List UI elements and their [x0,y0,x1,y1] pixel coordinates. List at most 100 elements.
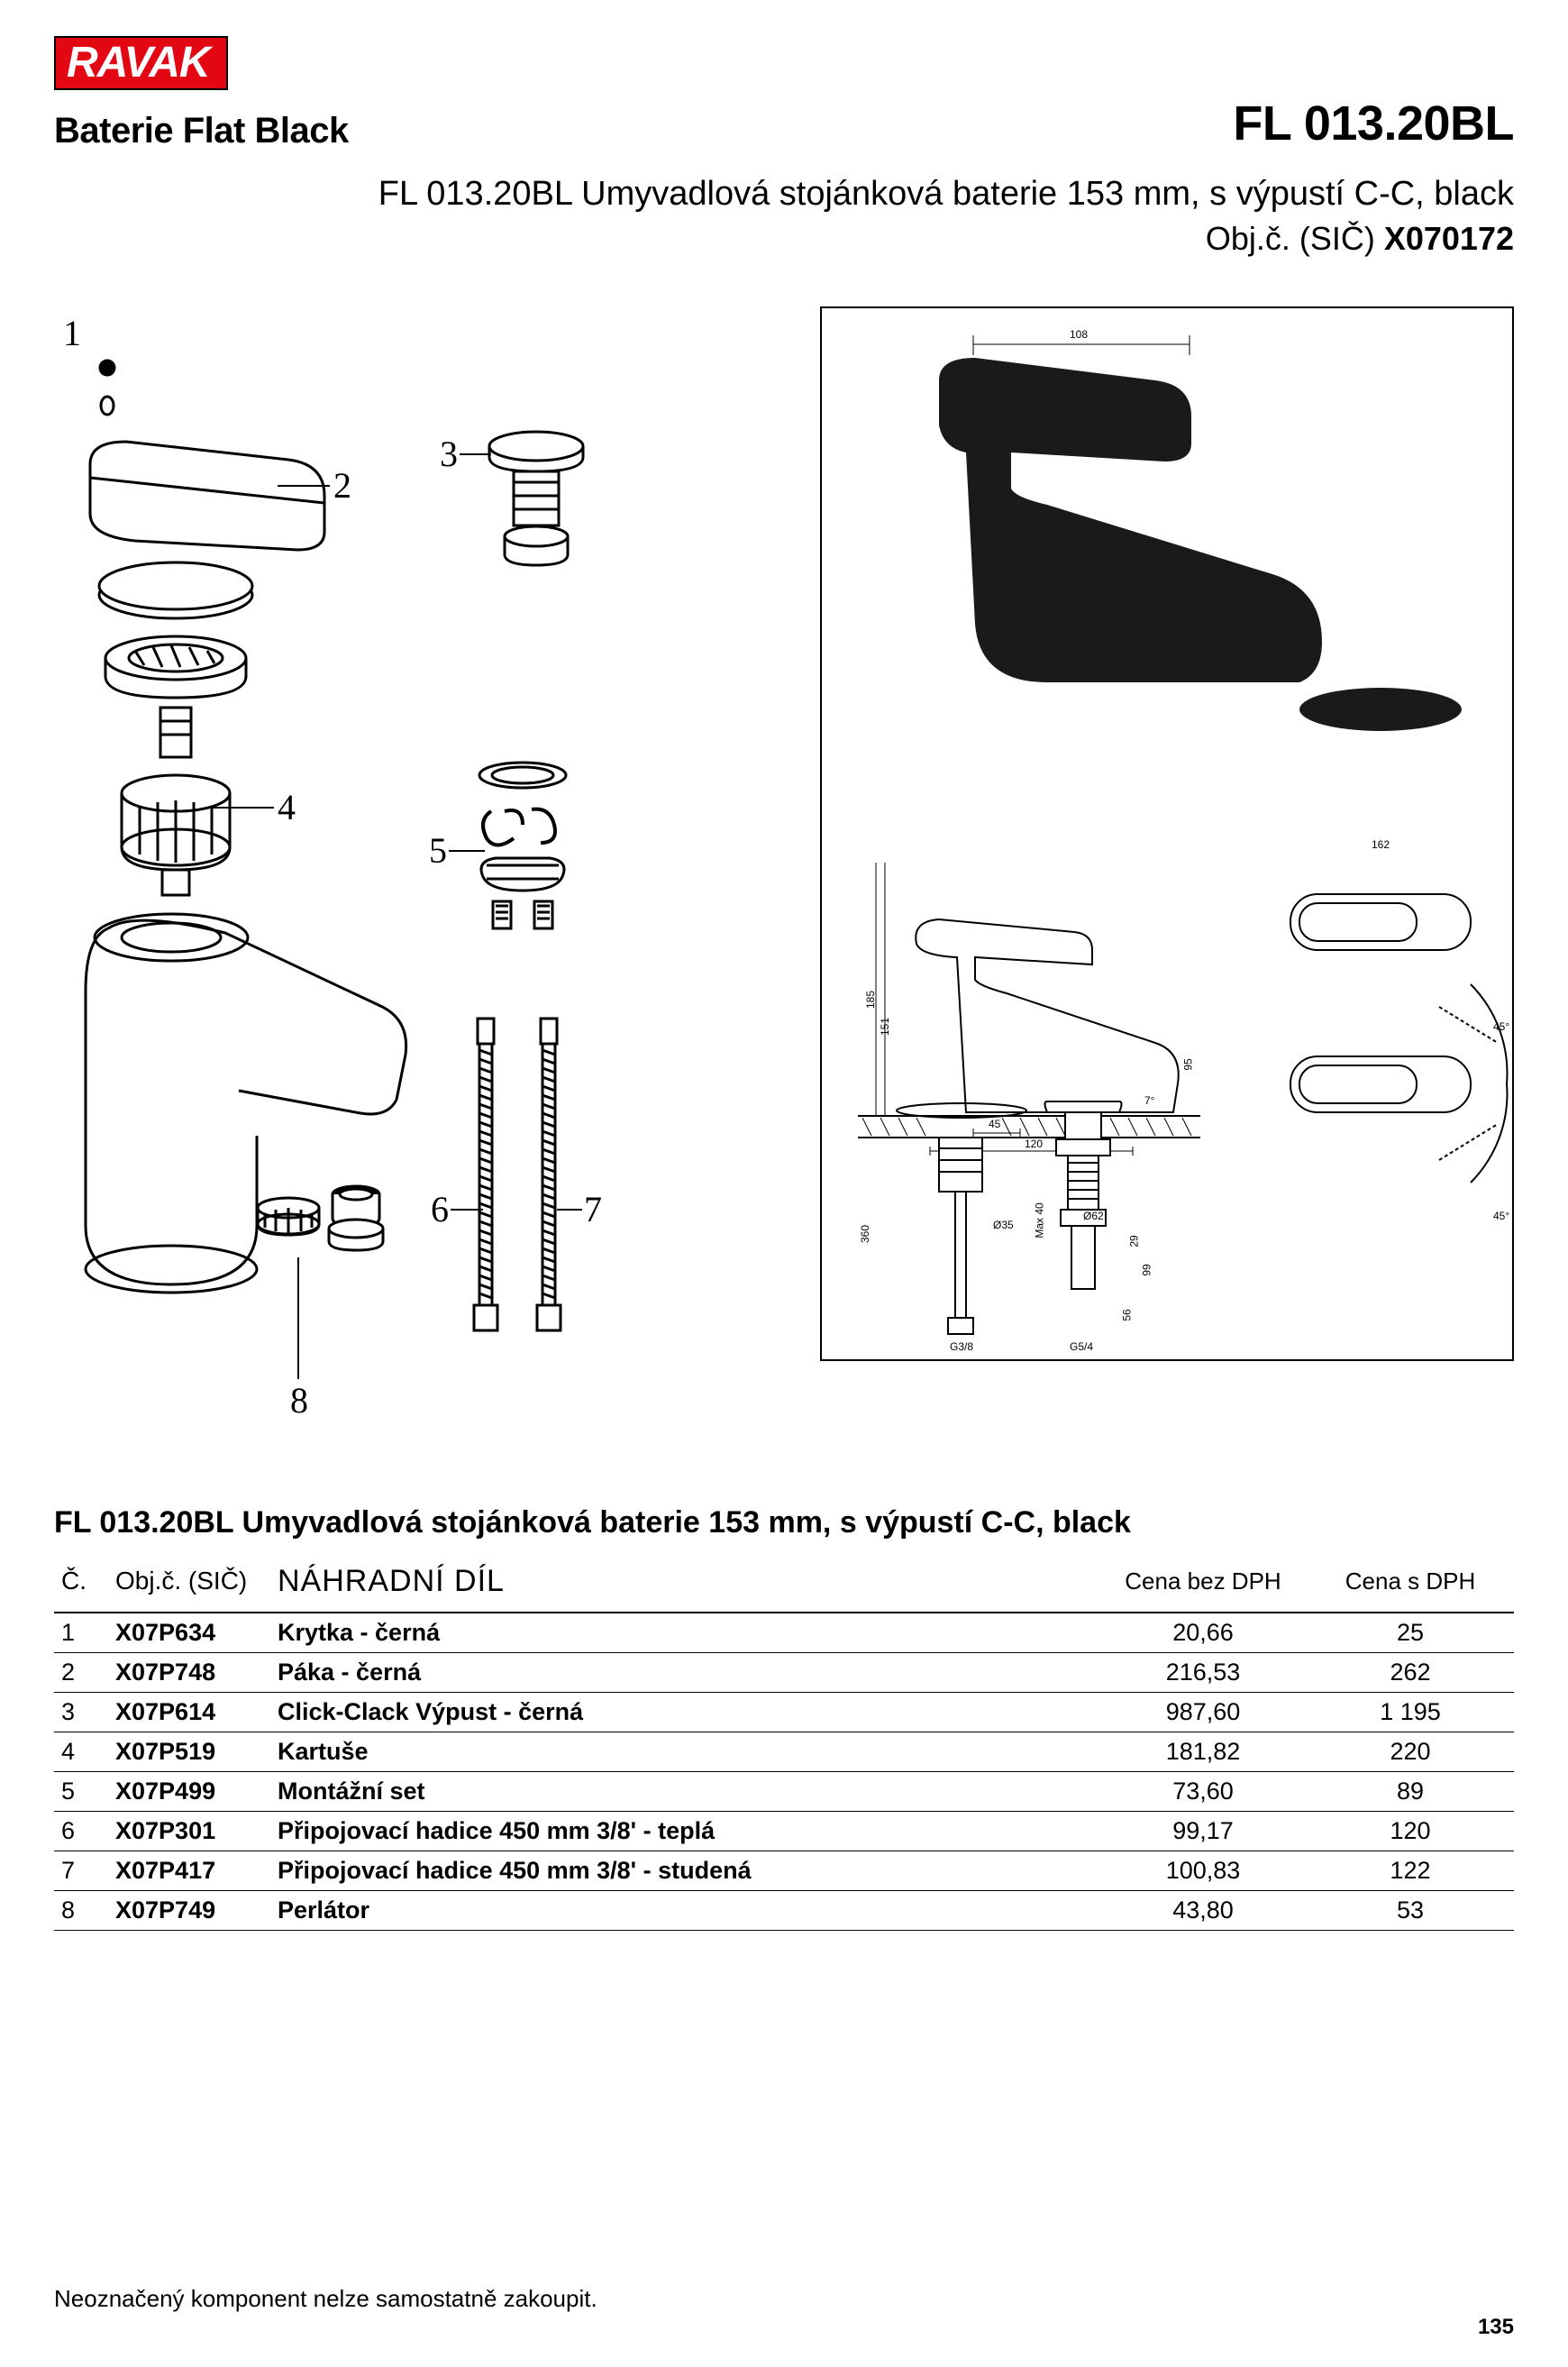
dim-7deg: 7° [1144,1094,1154,1107]
brand-logo: RAVAK [54,36,228,90]
cell-price-inc: 120 [1307,1811,1514,1851]
cell-obj: X07P417 [108,1851,270,1890]
dim-45deg-2: 45° [1493,1210,1509,1222]
dim-162: 162 [1372,838,1390,851]
callout-6: 6 [431,1188,449,1230]
cell-num: 3 [54,1692,108,1732]
footnote: Neoznačený komponent nelze samostatně za… [54,2285,597,2313]
cell-num: 2 [54,1652,108,1692]
cell-price-inc: 262 [1307,1652,1514,1692]
cell-obj: X07P634 [108,1613,270,1653]
diagram-area: 1 2 3 4 5 6 7 8 [54,297,1514,1451]
cell-obj: X07P519 [108,1732,270,1771]
callout-5: 5 [429,829,447,872]
description-block: FL 013.20BL Umyvadlová stojánková bateri… [54,171,1514,261]
cell-price-ex: 181,82 [1099,1732,1307,1771]
dim-120: 120 [1025,1138,1043,1150]
cell-part-name: Perlátor [270,1890,1099,1930]
dim-95: 95 [1182,1058,1195,1070]
table-row: 3X07P614Click-Clack Výpust - černá987,60… [54,1692,1514,1732]
table-row: 5X07P499Montážní set73,6089 [54,1771,1514,1811]
parts-table: Č. Obj.č. (SIČ) NÁHRADNÍ DÍL Cena bez DP… [54,1555,1514,1931]
cell-price-ex: 20,66 [1099,1613,1307,1653]
cell-price-inc: 25 [1307,1613,1514,1653]
cell-obj: X07P499 [108,1771,270,1811]
dim-360: 360 [859,1225,871,1243]
header-row: Baterie Flat Black FL 013.20BL [54,96,1514,151]
col-price1: Cena bez DPH [1099,1555,1307,1613]
callout-2: 2 [333,464,351,507]
cell-price-inc: 220 [1307,1732,1514,1771]
cell-price-ex: 100,83 [1099,1851,1307,1890]
table-header-row: Č. Obj.č. (SIČ) NÁHRADNÍ DÍL Cena bez DP… [54,1555,1514,1613]
col-obj: Obj.č. (SIČ) [108,1555,270,1613]
callout-7: 7 [584,1188,602,1230]
dim-g54: G5/4 [1070,1340,1093,1353]
table-row: 1X07P634Krytka - černá20,6625 [54,1613,1514,1653]
cell-price-inc: 53 [1307,1890,1514,1930]
cell-price-ex: 43,80 [1099,1890,1307,1930]
col-price2: Cena s DPH [1307,1555,1514,1613]
cell-obj: X07P301 [108,1811,270,1851]
cell-num: 4 [54,1732,108,1771]
dim-56: 56 [1121,1309,1134,1321]
cell-part-name: Montážní set [270,1771,1099,1811]
cell-part-name: Krytka - černá [270,1613,1099,1653]
cell-part-name: Kartuše [270,1732,1099,1771]
obj-number: X070172 [1384,220,1514,257]
callout-8: 8 [290,1379,308,1421]
dim-151: 151 [879,1018,891,1036]
dim-g38: G3/8 [950,1340,973,1353]
product-code: FL 013.20BL [1233,96,1514,151]
callout-1: 1 [63,312,81,354]
table-row: 7X07P417Připojovací hadice 450 mm 3/8' -… [54,1851,1514,1890]
callout-line-8 [297,1257,299,1379]
cell-num: 7 [54,1851,108,1890]
table-row: 8X07P749Perlátor43,8053 [54,1890,1514,1930]
cell-part-name: Páka - černá [270,1652,1099,1692]
cell-num: 8 [54,1890,108,1930]
cell-num: 6 [54,1811,108,1851]
table-row: 4X07P519Kartuše181,82220 [54,1732,1514,1771]
callout-line-6 [451,1209,483,1211]
cell-price-inc: 89 [1307,1771,1514,1811]
dim-45deg-1: 45° [1493,1020,1509,1033]
callout-line-7 [557,1209,582,1211]
cell-price-ex: 73,60 [1099,1771,1307,1811]
cell-price-inc: 122 [1307,1851,1514,1890]
callout-line-4 [207,807,274,809]
technical-panel: 108 162 185 151 45 120 7° 95 360 Ø35 Max… [820,306,1514,1361]
col-num: Č. [54,1555,108,1613]
cell-obj: X07P614 [108,1692,270,1732]
dim-o35: Ø35 [993,1219,1014,1231]
cell-part-name: Click-Clack Výpust - černá [270,1692,1099,1732]
cell-num: 5 [54,1771,108,1811]
dim-o62: Ø62 [1083,1210,1104,1222]
callout-3: 3 [440,433,458,475]
callout-line-2 [278,485,330,487]
product-description: FL 013.20BL Umyvadlová stojánková bateri… [54,171,1514,217]
cell-price-ex: 99,17 [1099,1811,1307,1851]
dim-108: 108 [1070,328,1088,341]
section-title: FL 013.20BL Umyvadlová stojánková bateri… [54,1505,1514,1540]
cell-part-name: Připojovací hadice 450 mm 3/8' - teplá [270,1811,1099,1851]
dim-45: 45 [989,1118,1000,1130]
cell-price-inc: 1 195 [1307,1692,1514,1732]
cell-price-ex: 216,53 [1099,1652,1307,1692]
page-number: 135 [1478,2315,1514,2340]
cell-part-name: Připojovací hadice 450 mm 3/8' - studená [270,1851,1099,1890]
dim-max40: Max 40 [1034,1202,1046,1238]
table-row: 6X07P301Připojovací hadice 450 mm 3/8' -… [54,1811,1514,1851]
col-name: NÁHRADNÍ DÍL [270,1555,1099,1613]
dim-29: 29 [1128,1235,1141,1247]
cell-obj: X07P748 [108,1652,270,1692]
cell-num: 1 [54,1613,108,1653]
table-row: 2X07P748Páka - černá216,53262 [54,1652,1514,1692]
cell-obj: X07P749 [108,1890,270,1930]
dim-185: 185 [864,991,877,1009]
obj-label: Obj.č. (SIČ) [1206,220,1375,257]
callout-line-5 [449,850,485,852]
callout-4: 4 [278,786,296,828]
object-number-line: Obj.č. (SIČ) X070172 [54,217,1514,261]
exploded-diagram: 1 2 3 4 5 6 7 8 [54,306,802,1442]
